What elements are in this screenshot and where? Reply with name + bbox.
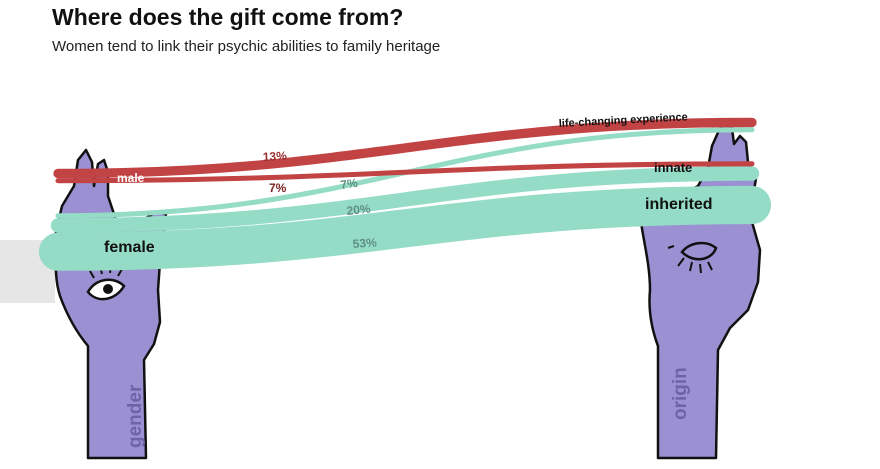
pct-label-male-innate: 7% (269, 181, 287, 195)
left-eye-pupil (103, 284, 113, 294)
target-label-inherited: inherited (645, 196, 713, 213)
pct-label-female-innate: 20% (346, 202, 372, 218)
flow-female-inherited (38, 185, 772, 271)
flow-links (38, 117, 772, 271)
chart-title: Where does the gift come from? (52, 4, 404, 30)
chart-subtitle: Women tend to link their psychic abiliti… (52, 38, 441, 55)
pct-label-female-inherited: 53% (352, 235, 377, 251)
pct-label-female-life: 7% (339, 176, 358, 192)
flow-male-life (53, 117, 757, 179)
left-hand-shape (54, 148, 168, 460)
left-hand-label: gender (125, 384, 146, 448)
flow-male-innate (55, 161, 755, 184)
source-label-female: female (104, 239, 155, 256)
right-hand-label: origin (670, 367, 691, 420)
right-eye-lashes (667, 245, 713, 274)
left-hand-illustration: gender (54, 148, 168, 460)
source-label-male: male (117, 171, 145, 185)
flow-female-innate (50, 166, 760, 233)
pct-label-male-life: 13% (262, 149, 287, 164)
right-eye-closed-icon (680, 241, 718, 261)
target-label-innate: innate (654, 160, 692, 175)
